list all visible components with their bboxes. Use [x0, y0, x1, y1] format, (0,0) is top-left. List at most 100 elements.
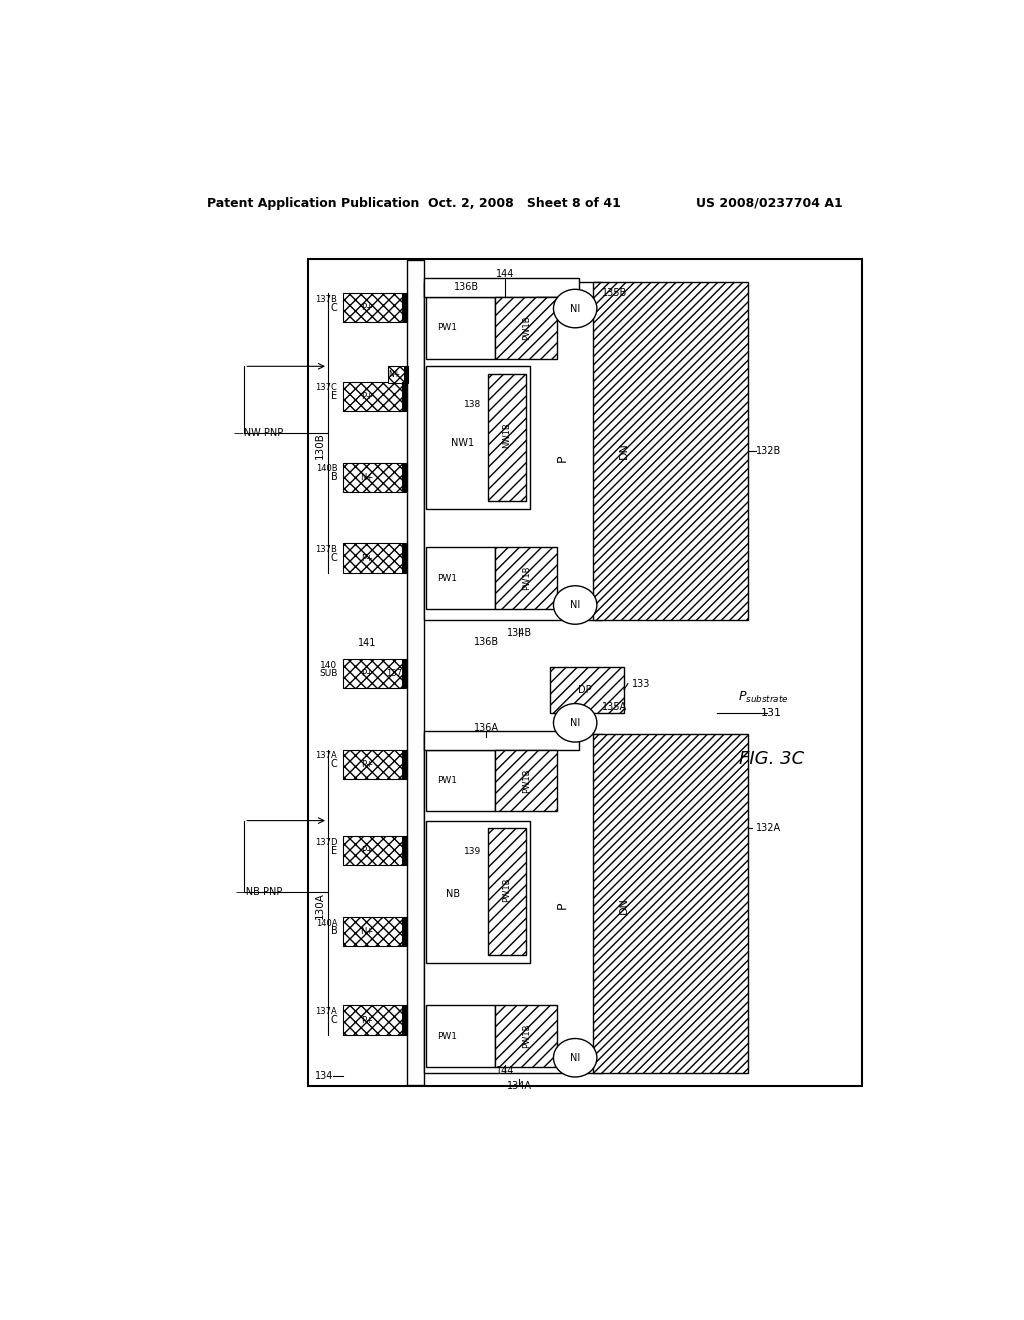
Bar: [426, 297, 496, 359]
Bar: [401, 1006, 407, 1035]
Text: 136A: 136A: [473, 723, 499, 733]
Ellipse shape: [554, 289, 597, 327]
Text: 138: 138: [464, 400, 480, 409]
Ellipse shape: [554, 704, 597, 742]
Text: PW1: PW1: [437, 776, 458, 785]
Bar: [550, 667, 624, 713]
Text: —NB PNP—: —NB PNP—: [236, 887, 292, 898]
Bar: [401, 750, 407, 779]
Bar: [401, 293, 407, 322]
Bar: [401, 381, 407, 411]
Text: P+: P+: [360, 304, 373, 313]
Text: 131: 131: [761, 708, 781, 718]
Bar: [426, 548, 496, 609]
Text: N+: N+: [360, 927, 374, 936]
Text: P+: P+: [360, 669, 373, 678]
Text: B: B: [331, 473, 337, 482]
Text: NW1B: NW1B: [503, 422, 511, 449]
Text: 136B: 136B: [473, 638, 499, 647]
Ellipse shape: [554, 586, 597, 624]
Text: P: P: [555, 902, 568, 909]
Text: NB: NB: [445, 888, 460, 899]
Bar: [496, 750, 557, 812]
Text: C: C: [331, 759, 337, 770]
Text: PW1B: PW1B: [522, 1024, 530, 1048]
Bar: [308, 259, 862, 1086]
Bar: [426, 1006, 496, 1067]
Text: P: P: [555, 455, 568, 462]
Bar: [403, 367, 408, 383]
Text: P+: P+: [360, 392, 373, 401]
Bar: [343, 381, 407, 411]
Text: DN: DN: [618, 896, 629, 913]
Bar: [388, 367, 408, 383]
Text: 140: 140: [321, 660, 337, 669]
Text: NI: NI: [570, 601, 581, 610]
Text: 144: 144: [497, 1065, 515, 1076]
Text: Patent Application Publication: Patent Application Publication: [207, 197, 420, 210]
Text: 140A: 140A: [315, 919, 337, 928]
Text: PW1B: PW1B: [522, 566, 530, 590]
Bar: [426, 367, 530, 508]
Bar: [343, 836, 407, 866]
Bar: [496, 1006, 557, 1067]
Text: E: E: [331, 391, 337, 401]
Bar: [424, 281, 602, 620]
Bar: [496, 548, 557, 609]
Text: PW1: PW1: [437, 574, 458, 582]
Text: —NW PNP—: —NW PNP—: [234, 428, 293, 437]
Text: 137A: 137A: [315, 1007, 337, 1016]
Text: NI: NI: [570, 1053, 581, 1063]
Bar: [401, 836, 407, 866]
Text: P+: P+: [360, 553, 373, 562]
Text: PW1B: PW1B: [522, 768, 530, 793]
Text: DP: DP: [579, 685, 592, 694]
Bar: [401, 659, 407, 688]
Text: 144: 144: [497, 269, 515, 279]
Text: SUB: SUB: [318, 669, 337, 678]
Text: 130A: 130A: [315, 892, 326, 919]
Text: N+: N+: [388, 371, 400, 379]
Bar: [487, 829, 526, 956]
Text: C: C: [331, 1015, 337, 1026]
Bar: [424, 730, 579, 750]
Bar: [401, 917, 407, 946]
Bar: [424, 734, 602, 1073]
Text: P+: P+: [360, 846, 373, 855]
Bar: [343, 544, 407, 573]
Text: FIG. 3C: FIG. 3C: [738, 750, 804, 768]
Bar: [343, 293, 407, 322]
Bar: [407, 260, 424, 1085]
Text: 141: 141: [357, 639, 376, 648]
Text: 130B: 130B: [315, 433, 326, 459]
Bar: [343, 917, 407, 946]
Text: PW1: PW1: [437, 1032, 458, 1040]
Text: Oct. 2, 2008   Sheet 8 of 41: Oct. 2, 2008 Sheet 8 of 41: [428, 197, 622, 210]
Text: 137B: 137B: [315, 545, 337, 554]
Text: E: E: [331, 846, 337, 855]
Text: 132B: 132B: [756, 446, 781, 455]
Bar: [537, 297, 556, 317]
Bar: [426, 750, 496, 812]
Text: PW1B: PW1B: [522, 315, 530, 341]
Bar: [424, 277, 579, 297]
Bar: [343, 750, 407, 779]
Text: 137D: 137D: [386, 669, 409, 678]
Text: N+: N+: [360, 473, 374, 482]
Bar: [343, 462, 407, 492]
Text: $P_{substrate}$: $P_{substrate}$: [738, 690, 788, 705]
Text: C: C: [331, 553, 337, 564]
Text: B: B: [331, 927, 337, 936]
Bar: [343, 1006, 407, 1035]
Bar: [487, 374, 526, 502]
Text: 137B: 137B: [315, 294, 337, 304]
Text: NW1: NW1: [452, 438, 474, 449]
Text: P+: P+: [360, 1015, 373, 1024]
Text: 135A: 135A: [602, 702, 628, 713]
Bar: [343, 659, 407, 688]
Text: 135B: 135B: [602, 288, 628, 298]
Bar: [593, 734, 748, 1073]
Text: 139: 139: [464, 847, 480, 855]
Text: C: C: [331, 302, 337, 313]
Text: NI: NI: [570, 718, 581, 727]
